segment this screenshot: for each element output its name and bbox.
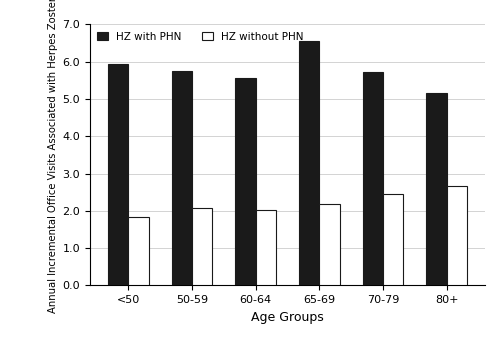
Y-axis label: Annual Incremental Office Visits Associated with Herpes Zoster: Annual Incremental Office Visits Associa… bbox=[48, 0, 58, 313]
Bar bbox=[362, 72, 383, 285]
X-axis label: Age Groups: Age Groups bbox=[251, 311, 324, 324]
Bar bbox=[426, 93, 446, 285]
Bar bbox=[192, 208, 212, 285]
Bar bbox=[236, 78, 256, 285]
Bar bbox=[128, 217, 148, 285]
Bar bbox=[172, 71, 192, 285]
Legend: HZ with PHN, HZ without PHN: HZ with PHN, HZ without PHN bbox=[95, 30, 306, 44]
Bar bbox=[256, 211, 276, 285]
Bar bbox=[446, 186, 467, 285]
Bar bbox=[299, 41, 320, 285]
Bar bbox=[383, 195, 404, 285]
Bar bbox=[108, 63, 128, 285]
Bar bbox=[320, 204, 340, 285]
